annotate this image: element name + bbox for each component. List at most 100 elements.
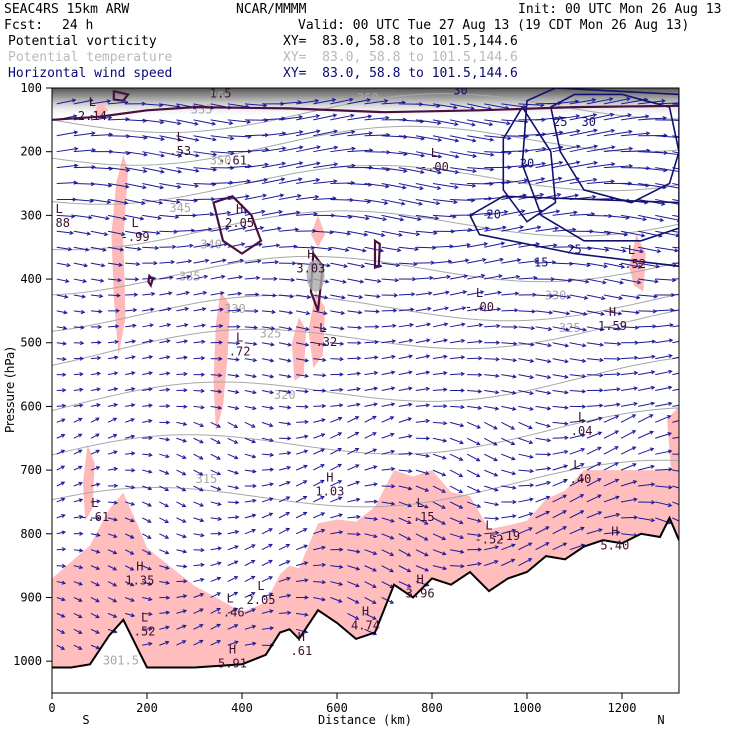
wind-arrowhead (321, 528, 326, 533)
wind-vector (159, 198, 180, 203)
wind-vector (501, 259, 521, 264)
wind-arrowhead (597, 478, 602, 483)
wind-vector (586, 163, 615, 169)
wind-vector (398, 230, 420, 236)
wind-vector (484, 374, 499, 377)
wind-vector (484, 390, 499, 394)
wind-arrowhead (428, 291, 433, 296)
wind-vector (552, 405, 568, 409)
wind-arrowhead (177, 153, 183, 158)
wind-arrowhead (182, 624, 187, 629)
wind-vector (398, 371, 412, 376)
wind-arrowhead (529, 406, 534, 411)
wind-arrowhead (355, 464, 360, 469)
wind-arrowhead (78, 481, 83, 486)
wind-vector (484, 325, 500, 328)
wind-vector (484, 226, 506, 232)
wind-vector (278, 481, 290, 487)
wind-vector (347, 581, 360, 587)
pv-extremum-kind: H (298, 630, 305, 644)
wind-arrowhead (182, 594, 188, 599)
wind-vector (278, 116, 303, 121)
wind-vector (261, 483, 274, 487)
wind-arrowhead (337, 432, 343, 437)
wind-vector (432, 291, 449, 296)
pv-extremum-kind: L (141, 611, 148, 625)
wind-vector (296, 213, 318, 216)
wind-vector (125, 404, 135, 407)
wind-arrowhead (626, 97, 631, 102)
wind-arrowhead (389, 535, 395, 540)
wind-arrowhead (599, 327, 605, 332)
field-xy-wind: XY= 83.0, 58.8 to 101.5,144.6 (283, 66, 518, 81)
wind-vector (210, 259, 226, 264)
wind-vector (330, 310, 345, 314)
wind-vector (313, 564, 326, 567)
wind-vector (586, 511, 602, 519)
wind-arrowhead (67, 247, 73, 252)
wind-vector (227, 165, 251, 169)
wind-vector (603, 388, 620, 391)
wind-vector (415, 277, 433, 280)
wind-arrowhead (579, 510, 585, 515)
wind-arrowhead (154, 245, 160, 251)
wind-vector (501, 179, 528, 185)
wind-arrowhead (252, 406, 257, 411)
wind-vector (552, 526, 567, 535)
plot-frame (51, 87, 680, 694)
wind-vector (518, 342, 534, 346)
wind-vector (501, 390, 516, 394)
pv-extremum-value: -.15 (406, 510, 435, 524)
wind-vector (569, 358, 586, 362)
wind-arrowhead (64, 294, 69, 299)
wind-vector (347, 612, 359, 620)
wind-vector (244, 625, 256, 630)
wind-arrowhead (513, 324, 519, 330)
wind-vector (603, 294, 623, 300)
wind-arrowhead (296, 210, 301, 215)
wind-arrowhead (216, 471, 222, 476)
wind-arrowhead (153, 261, 158, 266)
wind-arrowhead (304, 358, 310, 363)
wind-vector (193, 485, 204, 492)
wind-arrowhead (586, 262, 591, 268)
wind-vector (313, 358, 326, 361)
wind-arrowhead (269, 482, 274, 487)
wind-arrowhead (635, 310, 640, 315)
wind-vector (381, 581, 394, 588)
wind-arrowhead (182, 609, 188, 614)
wind-vector (176, 167, 199, 172)
wind-vector (159, 641, 169, 646)
wind-arrowhead (420, 169, 425, 174)
wind-vector (586, 310, 604, 315)
wind-vector (621, 183, 649, 187)
wind-vector (210, 640, 221, 646)
wind-arrowhead (112, 613, 118, 618)
pv-extremum-value: -.40 (562, 472, 591, 486)
wind-arrowhead (262, 193, 268, 198)
wind-vector (125, 340, 136, 344)
wind-vector (655, 468, 672, 471)
wind-vector (655, 370, 672, 376)
wind-vector (244, 514, 256, 519)
wind-vector (638, 214, 664, 221)
pv-extremum-value: 5.40 (600, 539, 629, 553)
wind-vector (90, 310, 102, 313)
wind-arrowhead (258, 242, 263, 247)
wind-arrowhead (131, 451, 136, 456)
wind-vector (552, 177, 580, 185)
wind-arrowhead (564, 374, 569, 379)
wind-arrowhead (493, 425, 498, 430)
wind-vector (672, 388, 679, 391)
wind-arrowhead (270, 342, 275, 347)
wind-vector (467, 103, 492, 110)
wind-arrowhead (62, 372, 67, 377)
wind-arrowhead (583, 311, 588, 316)
wind-vector (672, 420, 679, 423)
wind-arrowhead (529, 358, 535, 363)
wind-arrowhead (251, 624, 257, 629)
pv-extremum-kind: L (578, 410, 585, 424)
wind-arrowhead (181, 487, 187, 492)
isentrope-line (52, 210, 679, 251)
wind-arrowhead (582, 327, 588, 332)
